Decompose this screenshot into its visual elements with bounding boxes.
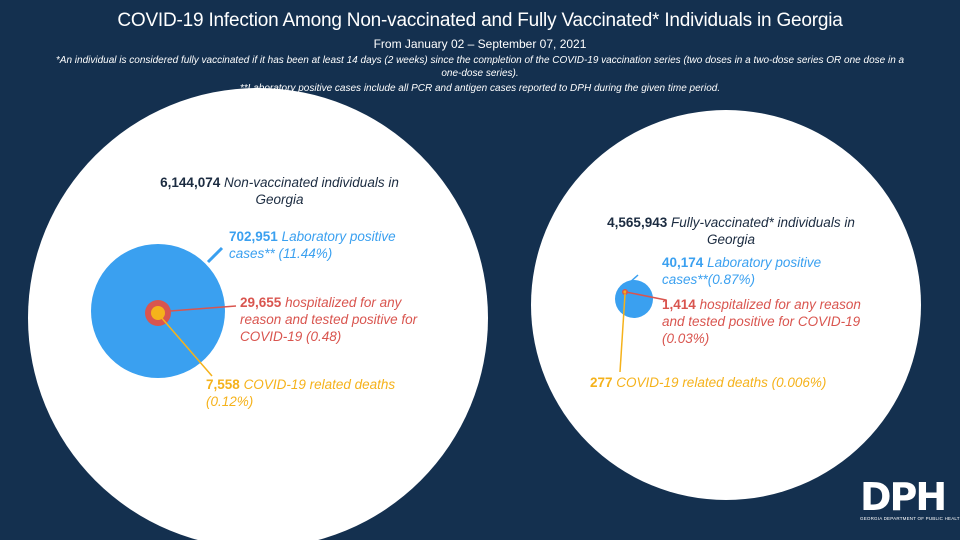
non-vaccinated-deaths-leader bbox=[159, 315, 213, 377]
fully-vaccinated-cases-leader bbox=[627, 274, 639, 285]
non-vaccinated-deaths-circle bbox=[151, 306, 165, 320]
non-vaccinated-population-label: 6,144,074 Non-vaccinated individuals in … bbox=[142, 174, 417, 208]
fully-vaccinated-hospitalized-label: 1,414 hospitalized for any reason and te… bbox=[662, 296, 882, 347]
dph-logo: DPH GEORGIA DEPARTMENT OF PUBLIC HEALTH bbox=[860, 475, 960, 524]
fully-vaccinated-population-text: Fully-vaccinated* individuals in Georgia bbox=[670, 215, 855, 247]
dph-logo-subtext: GEORGIA DEPARTMENT OF PUBLIC HEALTH bbox=[860, 516, 960, 521]
non-vaccinated-hospitalized-label: 29,655 hospitalized for any reason and t… bbox=[240, 294, 440, 345]
non-vaccinated-hospitalized-leader bbox=[169, 305, 237, 312]
date-range-subtitle: From January 02 – September 07, 2021 bbox=[373, 37, 587, 51]
non-vaccinated-cases-value: 702,951 bbox=[229, 229, 278, 244]
fully-vaccinated-deaths-leader bbox=[619, 293, 626, 373]
footnote-lab-positive-definition: **Laboratory positive cases include all … bbox=[239, 83, 721, 94]
fully-vaccinated-deaths-label: 277 COVID-19 related deaths (0.006%) bbox=[590, 374, 860, 391]
non-vaccinated-group bbox=[28, 88, 488, 540]
non-vaccinated-cases-label: 702,951 Laboratory positive cases** (11.… bbox=[229, 228, 429, 262]
non-vaccinated-cases-leader bbox=[206, 246, 224, 264]
fully-vaccinated-population-label: 4,565,943 Fully-vaccinated* individuals … bbox=[592, 214, 870, 248]
chart-title: COVID-19 Infection Among Non-vaccinated … bbox=[117, 10, 843, 31]
non-vaccinated-hospitalized-text: hospitalized for any reason and tested p… bbox=[240, 295, 418, 344]
fully-vaccinated-population-value: 4,565,943 bbox=[607, 215, 668, 230]
fully-vaccinated-cases-label: 40,174 Laboratory positive cases**(0.87%… bbox=[662, 254, 852, 288]
non-vaccinated-deaths-value: 7,558 bbox=[206, 377, 240, 392]
non-vaccinated-deaths-label: 7,558 COVID-19 related deaths (0.12%) bbox=[206, 376, 406, 410]
footnote-fully-vaccinated-definition: *An individual is considered fully vacci… bbox=[55, 55, 905, 79]
fully-vaccinated-cases-value: 40,174 bbox=[662, 255, 704, 270]
fully-vaccinated-deaths-text: COVID-19 related deaths (0.006%) bbox=[616, 375, 827, 390]
fully-vaccinated-population-circle bbox=[531, 110, 921, 500]
fully-vaccinated-hospitalized-value: 1,414 bbox=[662, 297, 696, 312]
fully-vaccinated-cases-circle bbox=[615, 280, 653, 318]
non-vaccinated-population-circle bbox=[28, 88, 488, 540]
non-vaccinated-deaths-text: COVID-19 related deaths (0.12%) bbox=[206, 377, 396, 409]
non-vaccinated-cases-text: Laboratory positive cases** (11.44%) bbox=[229, 229, 396, 261]
fully-vaccinated-deaths-value: 277 bbox=[590, 375, 613, 390]
fully-vaccinated-cases-text: Laboratory positive cases**(0.87%) bbox=[662, 255, 822, 287]
non-vaccinated-population-value: 6,144,074 bbox=[160, 175, 221, 190]
fully-vaccinated-hospitalized-leader bbox=[625, 291, 667, 301]
fully-vaccinated-deaths-circle bbox=[623, 290, 627, 294]
non-vaccinated-population-text: Non-vaccinated individuals in Georgia bbox=[223, 175, 399, 207]
fully-vaccinated-hospitalized-text: hospitalized for any reason and tested p… bbox=[662, 297, 861, 346]
non-vaccinated-hospitalized-value: 29,655 bbox=[240, 295, 282, 310]
dph-logo-mark: DPH bbox=[860, 475, 947, 519]
fully-vaccinated-group bbox=[531, 110, 921, 500]
